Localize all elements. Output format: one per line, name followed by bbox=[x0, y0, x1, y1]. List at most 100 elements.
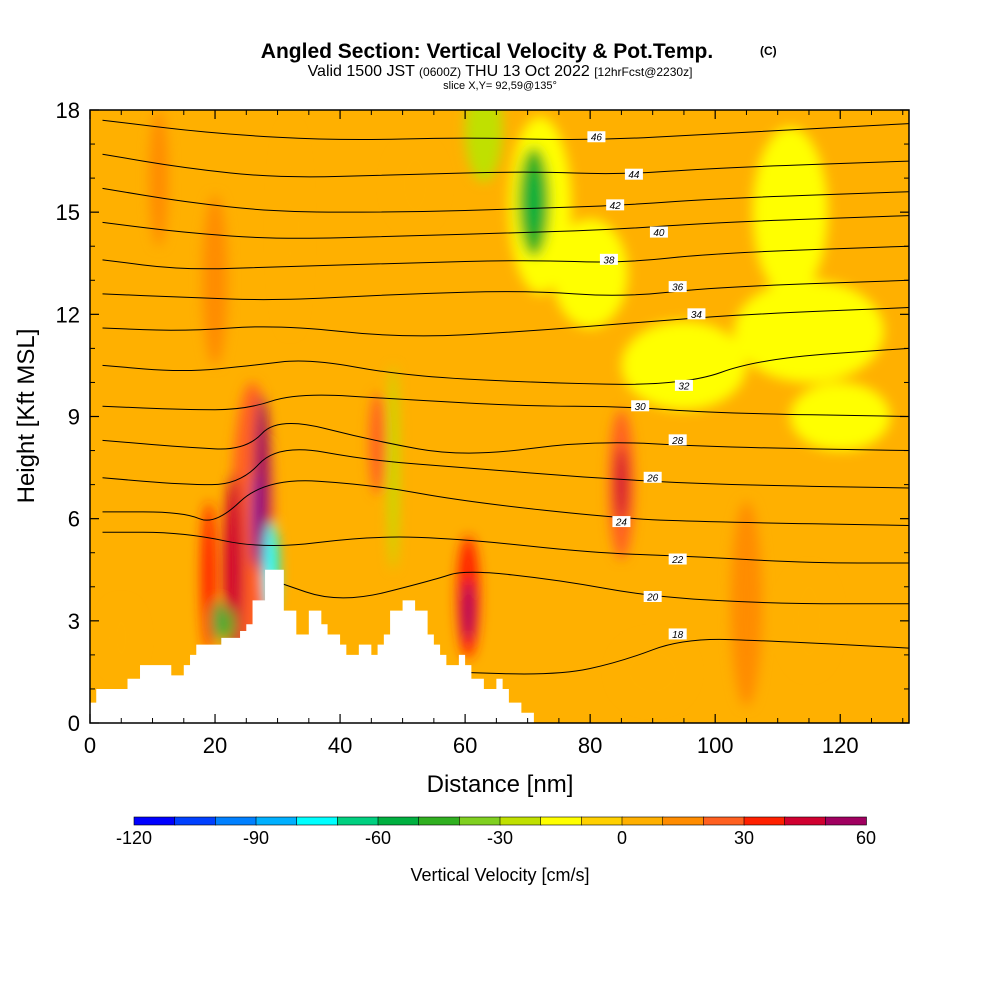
theta-contour-42 bbox=[102, 187, 909, 213]
colorbar-tick-label: -90 bbox=[243, 828, 269, 848]
velocity-cell bbox=[752, 127, 828, 298]
x-tick-label: 40 bbox=[328, 733, 352, 758]
y-tick-label: 18 bbox=[56, 98, 80, 123]
plot-area bbox=[90, 110, 909, 723]
x-tick-label: 20 bbox=[203, 733, 227, 758]
theta-contour-30 bbox=[102, 394, 909, 417]
x-tick-label: 60 bbox=[453, 733, 477, 758]
theta-contour-38 bbox=[102, 245, 909, 270]
y-tick-label: 15 bbox=[56, 200, 80, 225]
y-tick-label: 12 bbox=[56, 302, 80, 327]
theta-label-box bbox=[649, 226, 668, 238]
chart-subtitle: Valid 1500 JST (0600Z) THU 13 Oct 2022 [… bbox=[308, 63, 693, 80]
theta-label-box bbox=[624, 168, 643, 180]
title-mark: (C) bbox=[760, 44, 777, 58]
contour-labels: 18 20 22 24 26 28 30 32 34 36 38 40 42 44 46 bbox=[587, 131, 706, 641]
colorbar-swatch bbox=[133, 816, 176, 826]
theta-label-box bbox=[631, 400, 650, 412]
velocity-cell bbox=[621, 321, 747, 410]
velocity-cell bbox=[226, 607, 236, 642]
colorbar-swatch bbox=[784, 816, 827, 826]
x-tick-label: 0 bbox=[84, 733, 96, 758]
theta-contour-40 bbox=[102, 215, 909, 239]
x-tick-label: 120 bbox=[822, 733, 859, 758]
colorbar bbox=[133, 816, 867, 826]
colorbar-label: Vertical Velocity [cm/s] bbox=[410, 865, 589, 885]
velocity-cell bbox=[783, 569, 834, 672]
velocity-cell bbox=[615, 447, 628, 523]
velocity-cell bbox=[733, 280, 884, 383]
theta-label-box bbox=[606, 199, 625, 211]
colorbar-swatch bbox=[703, 816, 745, 826]
theta-label: 40 bbox=[653, 228, 665, 239]
velocity-cell bbox=[202, 195, 228, 366]
velocity-cell bbox=[615, 637, 691, 706]
theta-contour-36 bbox=[102, 279, 909, 301]
theta-label: 28 bbox=[671, 436, 684, 447]
theta-label-box bbox=[599, 253, 618, 265]
terrain bbox=[90, 569, 534, 723]
colorbar-swatch bbox=[296, 816, 339, 826]
velocity-cell bbox=[277, 127, 303, 332]
theta-label-box bbox=[668, 281, 687, 293]
theta-contour-28 bbox=[102, 423, 909, 454]
velocity-cell bbox=[462, 579, 474, 642]
theta-label-box bbox=[668, 434, 687, 446]
y-tick-label: 3 bbox=[68, 609, 80, 634]
theta-contour-22 bbox=[102, 531, 909, 564]
colorbar-swatch bbox=[662, 816, 705, 826]
colorbar-tick-label: -30 bbox=[487, 828, 513, 848]
theta-contour-24 bbox=[102, 480, 909, 526]
x-tick-label: 80 bbox=[578, 733, 602, 758]
x-axis-label: Distance [nm] bbox=[427, 771, 574, 798]
colorbar-swatch bbox=[255, 816, 298, 826]
colorbar-swatch bbox=[215, 816, 257, 826]
x-axis: 0 20 40 60 80 100 120 bbox=[84, 110, 904, 758]
theta-label: 20 bbox=[646, 592, 659, 603]
colorbar-swatch bbox=[581, 816, 623, 826]
y-axis-label: Height [Kft MSL] bbox=[13, 329, 40, 504]
velocity-cell bbox=[388, 365, 399, 570]
velocity-cell bbox=[465, 110, 503, 182]
colorbar-swatch bbox=[377, 816, 420, 826]
colorbar-tick-label: -60 bbox=[365, 828, 391, 848]
velocity-cell bbox=[251, 470, 260, 567]
y-tick-label: 6 bbox=[68, 507, 80, 532]
velocity-cell bbox=[790, 382, 891, 451]
velocity-cell bbox=[390, 144, 441, 226]
colorbar-swatch bbox=[499, 816, 542, 826]
x-tick-label: 100 bbox=[697, 733, 734, 758]
subtitle-date: THU 13 Oct 2022 bbox=[465, 63, 590, 80]
theta-label-box bbox=[587, 131, 606, 143]
colorbar-swatch bbox=[337, 816, 379, 826]
theta-label: 32 bbox=[678, 381, 690, 392]
theta-contour-18 bbox=[446, 638, 909, 675]
colorbar-tick-label: 0 bbox=[617, 828, 627, 848]
colorbar-swatch bbox=[174, 816, 217, 826]
theta-label-box bbox=[687, 308, 706, 320]
slice-label: slice X,Y= 92,59@135° bbox=[443, 80, 557, 92]
velocity-cell bbox=[730, 501, 763, 706]
colorbar-swatch bbox=[621, 816, 664, 826]
colorbar-ticks: -120 -90 -60 -30 0 30 60 bbox=[116, 828, 876, 848]
colorbar-swatch bbox=[825, 816, 867, 826]
theta-label-box bbox=[612, 516, 631, 528]
colorbar-tick-label: 30 bbox=[734, 828, 754, 848]
theta-label-box bbox=[643, 471, 662, 483]
theta-label: 22 bbox=[671, 555, 684, 566]
velocity-cell bbox=[149, 110, 169, 247]
y-tick-label: 9 bbox=[68, 405, 80, 430]
theta-label-box bbox=[668, 553, 687, 565]
subtitle-utc: (0600Z) bbox=[419, 65, 461, 79]
velocity-cell bbox=[211, 600, 225, 642]
theta-label: 38 bbox=[603, 255, 615, 266]
theta-contour-46 bbox=[102, 119, 909, 141]
theta-label-box bbox=[674, 379, 693, 391]
velocity-cell bbox=[102, 603, 141, 672]
colorbar-swatch bbox=[418, 816, 461, 826]
velocity-cell bbox=[552, 218, 628, 328]
theta-label: 24 bbox=[615, 518, 628, 529]
y-tick-label: 0 bbox=[68, 711, 80, 736]
theta-label: 42 bbox=[610, 201, 622, 212]
